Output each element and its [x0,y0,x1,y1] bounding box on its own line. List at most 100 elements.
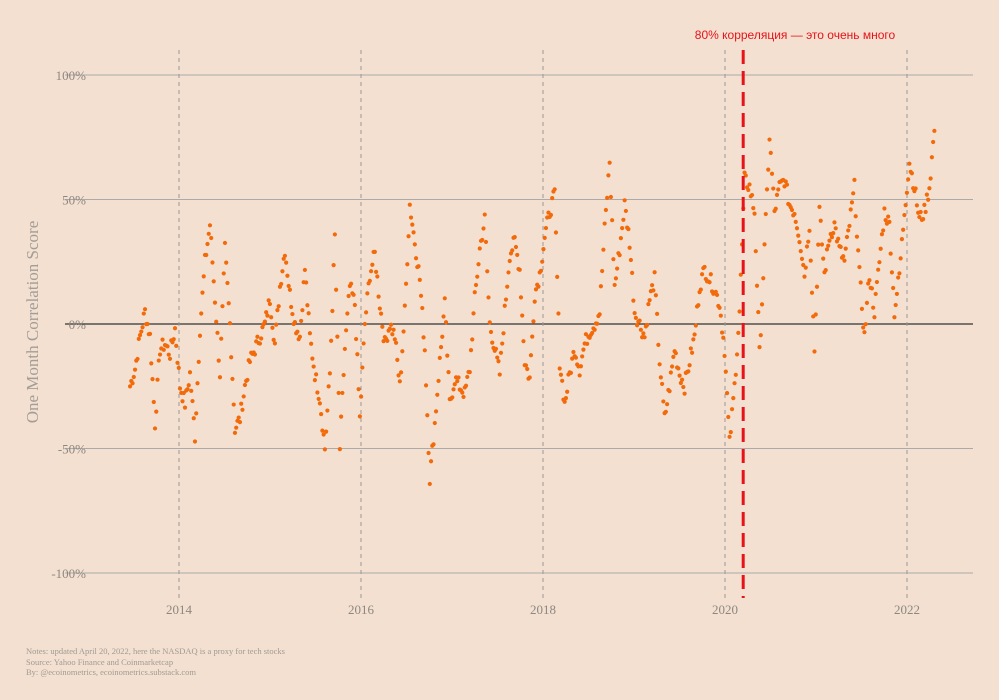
data-point [904,190,910,195]
data-point [922,202,927,207]
data-point [647,298,652,303]
data-point [230,376,235,382]
data-point [247,359,253,365]
data-point [224,260,229,265]
data-point [532,299,537,304]
data-point [292,320,298,325]
data-point [326,384,331,389]
data-point [771,186,776,191]
data-point [827,238,832,243]
data-point [752,211,757,216]
data-point [225,280,230,286]
data-point [776,187,781,192]
data-point [267,301,273,307]
data-point [809,290,815,295]
data-point [901,227,906,232]
data-point [646,302,651,307]
data-point [924,192,929,197]
data-point [652,270,657,275]
data-point [345,311,350,316]
data-point [214,319,219,324]
data-point [176,365,181,370]
data-point [562,399,567,404]
data-point [175,360,180,365]
data-point [393,340,399,345]
data-point [536,284,541,289]
data-point [548,212,554,218]
data-point [874,279,880,285]
data-point [746,187,751,193]
data-point [346,293,351,299]
data-point [756,309,761,315]
data-point [527,375,532,380]
data-point [692,332,697,337]
data-point [362,321,367,327]
data-point [174,343,179,348]
data-point [784,182,790,187]
data-point [165,344,170,349]
data-point [918,209,923,215]
y-axis-label: One Month Correlation Score [23,220,42,424]
data-point [728,430,733,435]
data-point [461,394,466,400]
data-point [832,220,837,225]
data-point [513,244,519,250]
data-point [376,294,381,299]
data-point [631,298,636,303]
data-point [628,257,633,263]
data-point [166,352,171,357]
data-point [541,246,546,252]
data-point [355,352,360,357]
data-point [560,378,565,383]
data-point [798,249,803,254]
data-point [245,377,250,383]
y-tick-label: 50% [62,193,86,208]
data-point [530,334,535,339]
data-point [319,411,324,417]
data-point [699,272,705,277]
data-point [216,358,221,363]
data-point [753,249,758,254]
y-tick-label: 100% [56,68,87,83]
data-point [342,346,347,352]
data-point [853,214,858,219]
data-point [334,287,339,292]
data-point [879,232,885,237]
data-point [862,330,867,335]
data-point [732,381,737,386]
data-point [762,242,767,247]
data-point [902,212,907,218]
data-point [606,173,611,178]
data-point [132,367,138,372]
data-point [552,187,557,192]
data-point [215,330,220,335]
data-point [217,375,223,380]
data-point [897,271,902,276]
data-point [438,345,444,350]
data-point [237,420,243,425]
data-point [385,338,390,344]
annotation-label: 80% корреляция — это очень много [694,28,896,42]
data-point [329,338,334,343]
data-point [341,372,346,378]
data-point [794,226,800,231]
data-point [180,399,185,404]
data-point [451,387,456,392]
data-point [317,401,322,406]
data-point [613,276,618,281]
data-point [799,256,805,261]
data-point [759,302,765,307]
data-point [196,359,201,364]
data-point [812,349,817,354]
data-point [187,370,193,375]
data-point [331,263,336,268]
data-point [792,211,797,217]
data-point [390,332,395,337]
data-point [392,337,397,342]
data-point [475,274,480,279]
notes-line: Notes: updated April 20, 2022, here the … [26,646,285,656]
data-point [517,267,522,272]
data-point [421,335,426,340]
data-point [211,279,216,284]
data-point [736,330,741,335]
